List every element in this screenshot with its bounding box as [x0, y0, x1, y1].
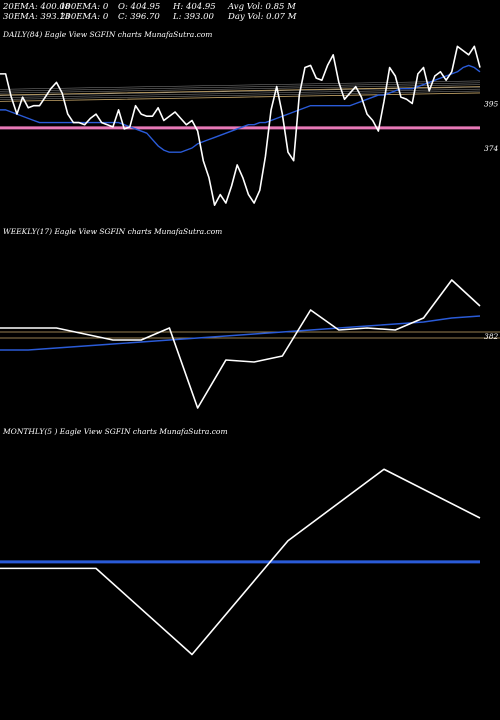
daily-ytick-label: 374	[484, 144, 499, 153]
weekly-ema-line	[0, 315, 481, 351]
daily-band-lower-line-1	[0, 90, 481, 100]
weekly-price-line	[0, 279, 481, 409]
daily-ytick-label: 395	[484, 100, 499, 109]
daily-band-upper-line-1	[0, 84, 481, 94]
header-100ema: 100EMA: 0	[60, 2, 109, 12]
header-high: H: 404.95	[173, 2, 216, 12]
header-avg-vol: Avg Vol: 0.85 M	[228, 2, 296, 12]
daily-price-line	[0, 45, 481, 206]
header-day-vol: Day Vol: 0.07 M	[228, 12, 297, 22]
daily-panel-label: DAILY(84) Eagle View SGFIN charts Munafa…	[3, 30, 213, 39]
daily-band-lower-line-2	[0, 88, 481, 98]
monthly-price-line	[0, 468, 481, 656]
header-low: L: 393.00	[173, 12, 214, 22]
header-200ema: 200EMA: 0	[60, 12, 109, 22]
header-open: O: 404.95	[118, 2, 161, 12]
daily-band-upper-line-2	[0, 82, 481, 92]
daily-ema-line	[0, 64, 481, 153]
weekly-panel-label: WEEKLY(17) Eagle View SGFIN charts Munaf…	[3, 227, 223, 236]
monthly-panel-label: MONTHLY(5 ) Eagle View SGFIN charts Muna…	[3, 427, 228, 436]
header-close: C: 396.70	[118, 12, 160, 22]
header-30ema: 30EMA: 393.13	[3, 12, 71, 22]
daily-band-upper-line-3	[0, 80, 481, 90]
weekly-ytick-label: 382	[484, 332, 499, 341]
daily-band-upper-line	[0, 86, 481, 96]
header-20ema: 20EMA: 400.08	[3, 2, 71, 12]
